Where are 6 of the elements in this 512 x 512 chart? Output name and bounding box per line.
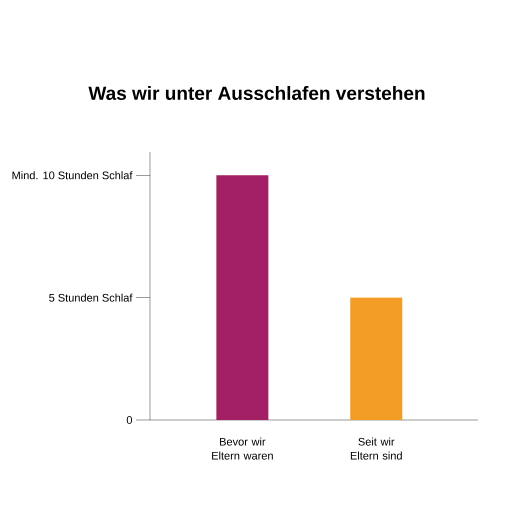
x-tick-label: Seit wir Eltern sind <box>350 438 402 460</box>
x-tick-label: Bevor wir Eltern waren <box>212 438 273 460</box>
text: 0 <box>126 416 132 424</box>
text: Mind. 10 Stunden Schlaf <box>12 171 132 180</box>
text: 5 Stunden Schlaf <box>49 294 132 302</box>
chart-title: Was wir unter Ausschlafen verstehen <box>88 86 424 100</box>
